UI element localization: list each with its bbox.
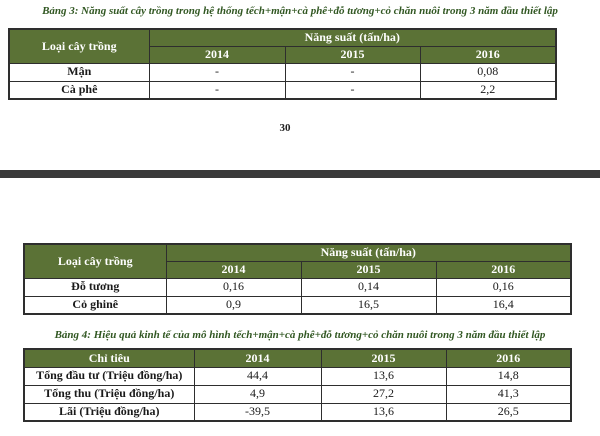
cell-value: - [148,80,286,100]
cell-value: 0,16 [435,277,572,297]
cell-value: 14,8 [445,366,572,386]
cell-value: 0,9 [165,295,302,315]
table-bang3-nang-suat: Loại cây trồng Năng suất (tấn/ha) 2014 2… [8,28,558,100]
year-header-2016: 2016 [435,260,572,279]
cell-value: 44,4 [193,366,322,386]
cell-value: 16,5 [300,295,437,315]
year-header-2014: 2014 [148,45,286,64]
cell-value: 27,2 [320,384,447,404]
table-row: Tổng đầu tư (Triệu đồng/ha) 44,4 13,6 14… [23,366,572,386]
table-caption-bang4: Bảng 4: Hiệu quả kinh tế của mô hình tếc… [54,329,546,341]
cell-value: 13,6 [320,402,447,422]
group-header-nang-suat: Năng suất (tấn/ha) [165,243,572,262]
row-label-ca-phe: Cà phê [8,80,150,100]
column-header-loai-cay-trong: Loại cây trồng [23,243,167,279]
row-label-lai: Lãi (Triệu đồng/ha) [23,402,195,422]
year-header-2015: 2015 [284,45,421,64]
row-label-man: Mận [8,62,150,82]
column-header-chi-tieu: Chỉ tiêu [23,348,195,368]
table-row: Lãi (Triệu đồng/ha) -39,5 13,6 26,5 [23,402,572,422]
table-caption-bang3: Bảng 3: Năng suất cây trồng trong hệ thố… [42,5,558,17]
row-label-tong-thu: Tổng thu (Triệu đồng/ha) [23,384,195,404]
row-label-tong-dau-tu: Tổng đầu tư (Triệu đồng/ha) [23,366,195,386]
cell-value: 16,4 [435,295,572,315]
cell-value: - [284,62,421,82]
cell-value: 0,08 [419,62,557,82]
row-label-do-tuong: Đỗ tương [23,277,167,297]
cell-value: 26,5 [445,402,572,422]
year-header-2015: 2015 [300,260,437,279]
year-header-2016: 2016 [445,348,572,368]
group-header-nang-suat: Năng suất (tấn/ha) [148,28,557,47]
year-header-2014: 2014 [165,260,302,279]
year-header-2016: 2016 [419,45,557,64]
cell-value: 41,3 [445,384,572,404]
cell-value: 0,16 [165,277,302,297]
year-header-2015: 2015 [320,348,447,368]
table-row: Cà phê - - 2,2 [8,80,557,100]
cell-value: - [148,62,286,82]
cell-value: 0,14 [300,277,437,297]
cell-value: - [284,80,421,100]
table-row: Đỗ tương 0,16 0,14 0,16 [23,277,572,297]
table-row: Mận - - 0,08 [8,62,557,82]
row-label-co-ghine: Cỏ ghinê [23,295,167,315]
table-bang4-hieu-qua-kinh-te: Chỉ tiêu 2014 2015 2016 Tổng đầu tư (Tri… [23,348,572,422]
page-number: 30 [279,122,291,134]
cell-value: 2,2 [419,80,557,100]
cell-value: 4,9 [193,384,322,404]
table-bang3-nang-suat-continued: Loại cây trồng Năng suất (tấn/ha) 2014 2… [23,243,573,315]
cell-value: 13,6 [320,366,447,386]
page-separator-bar [0,170,600,178]
table-row: Tổng thu (Triệu đồng/ha) 4,9 27,2 41,3 [23,384,572,404]
cell-value: -39,5 [193,402,322,422]
year-header-2014: 2014 [193,348,322,368]
table-row: Cỏ ghinê 0,9 16,5 16,4 [23,295,572,315]
column-header-loai-cay-trong: Loại cây trồng [8,28,150,64]
